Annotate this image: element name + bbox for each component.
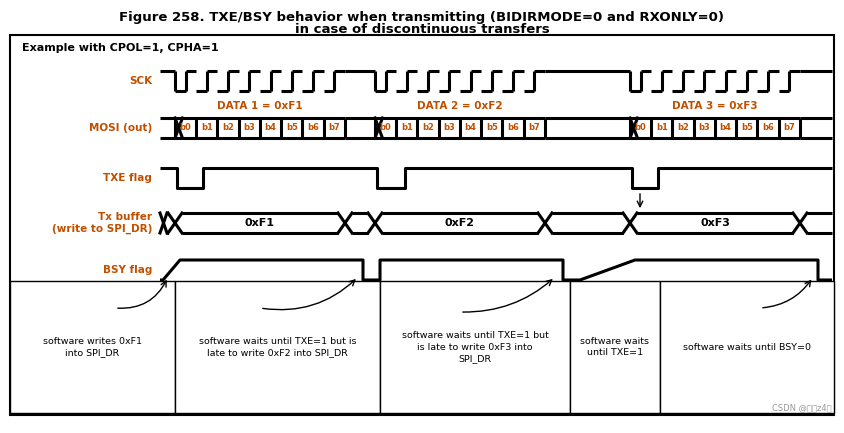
Text: 0xF3: 0xF3 — [700, 218, 730, 228]
Text: DATA 3 = 0xF3: DATA 3 = 0xF3 — [672, 101, 758, 111]
Text: software waits until BSY=0: software waits until BSY=0 — [683, 343, 811, 352]
Text: b7: b7 — [783, 123, 795, 132]
Text: b6: b6 — [762, 123, 774, 132]
Text: b1: b1 — [201, 123, 213, 132]
Text: b3: b3 — [699, 123, 711, 132]
Text: SCK: SCK — [129, 76, 152, 86]
FancyBboxPatch shape — [660, 281, 834, 413]
Text: b0: b0 — [635, 123, 647, 132]
Text: b1: b1 — [401, 123, 413, 132]
Text: b2: b2 — [222, 123, 234, 132]
Text: in case of discontinuous transfers: in case of discontinuous transfers — [295, 23, 549, 36]
FancyBboxPatch shape — [10, 281, 175, 413]
Text: b2: b2 — [422, 123, 434, 132]
Text: 0xF2: 0xF2 — [445, 218, 475, 228]
Text: b3: b3 — [443, 123, 455, 132]
Text: 0xF1: 0xF1 — [245, 218, 275, 228]
Text: b0: b0 — [180, 123, 192, 132]
Text: CSDN @佑妈z4绿: CSDN @佑妈z4绿 — [772, 403, 832, 412]
Text: b5: b5 — [486, 123, 498, 132]
Text: b4: b4 — [265, 123, 277, 132]
Text: b7: b7 — [528, 123, 540, 132]
Text: b0: b0 — [380, 123, 392, 132]
FancyBboxPatch shape — [570, 281, 660, 413]
Text: b2: b2 — [677, 123, 689, 132]
FancyBboxPatch shape — [10, 35, 834, 415]
Text: b7: b7 — [328, 123, 340, 132]
Text: software writes 0xF1
into SPI_DR: software writes 0xF1 into SPI_DR — [43, 336, 142, 357]
Text: b6: b6 — [507, 123, 519, 132]
Text: b3: b3 — [244, 123, 255, 132]
Text: b5: b5 — [741, 123, 753, 132]
Text: software waits
until TXE=1: software waits until TXE=1 — [581, 336, 650, 357]
Text: software waits until TXE=1 but
is late to write 0xF3 into
SPI_DR: software waits until TXE=1 but is late t… — [402, 331, 549, 363]
Text: b5: b5 — [286, 123, 298, 132]
Text: BSY flag: BSY flag — [103, 265, 152, 275]
Text: DATA 1 = 0xF1: DATA 1 = 0xF1 — [217, 101, 303, 111]
Text: Example with CPOL=1, CPHA=1: Example with CPOL=1, CPHA=1 — [22, 43, 219, 53]
Text: b1: b1 — [656, 123, 668, 132]
FancyBboxPatch shape — [380, 281, 570, 413]
Text: b4: b4 — [465, 123, 477, 132]
FancyBboxPatch shape — [175, 281, 380, 413]
Text: software waits until TXE=1 but is
late to write 0xF2 into SPI_DR: software waits until TXE=1 but is late t… — [198, 336, 356, 357]
Text: Figure 258. TXE/BSY behavior when transmitting (BIDIRMODE=0 and RXONLY=0): Figure 258. TXE/BSY behavior when transm… — [120, 11, 724, 24]
Text: MOSI (out): MOSI (out) — [89, 123, 152, 133]
Text: b6: b6 — [307, 123, 319, 132]
Text: DATA 2 = 0xF2: DATA 2 = 0xF2 — [417, 101, 503, 111]
Text: TXE flag: TXE flag — [103, 173, 152, 183]
Text: Tx buffer
(write to SPI_DR): Tx buffer (write to SPI_DR) — [51, 212, 152, 234]
Text: b4: b4 — [720, 123, 732, 132]
